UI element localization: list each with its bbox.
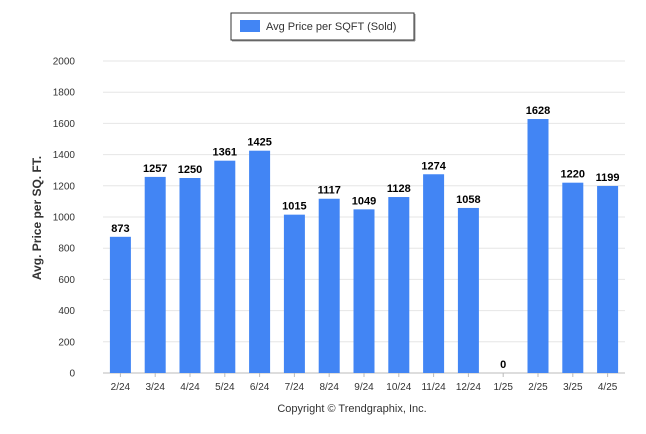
data-label: 1250 [178, 164, 202, 176]
data-label: 0 [500, 359, 506, 371]
bar [423, 174, 445, 373]
x-tick-label: 8/24 [319, 382, 339, 393]
x-tick-label: 3/25 [563, 382, 583, 393]
y-tick-label: 400 [58, 306, 75, 317]
data-label: 1425 [247, 137, 271, 149]
x-tick-label: 11/24 [421, 382, 446, 393]
y-axis-ticks: 0 200 400 600 800 1000 1200 1400 1600 1800 2000 [53, 57, 76, 380]
y-tick-label: 800 [58, 244, 75, 255]
data-label: 1128 [387, 183, 411, 195]
data-label: 1049 [352, 195, 376, 207]
x-tick-label: 9/24 [354, 382, 374, 393]
x-tick-label: 3/24 [145, 382, 165, 393]
x-tick-label: 1/25 [493, 382, 513, 393]
bar [527, 119, 549, 373]
y-tick-label: 1200 [53, 181, 76, 192]
y-tick-label: 2000 [53, 57, 76, 68]
x-axis-ticks: 2/24 3/24 4/24 5/24 6/24 7/24 8/24 9/24 10/24 11/… [111, 373, 618, 393]
y-axis-label: Avg. Price per SQ. FT. [30, 156, 44, 280]
bar [457, 207, 479, 373]
data-labels: 873 1257 1250 1361 1425 1015 1117 1049 1128 1274 1… [111, 105, 619, 371]
data-label: 1257 [143, 163, 167, 175]
bar [144, 176, 166, 373]
legend-swatch [240, 20, 260, 32]
data-label: 1628 [526, 105, 550, 117]
legend: Avg Price per SQFT (Sold) [230, 12, 416, 42]
x-tick-label: 2/24 [111, 382, 131, 393]
legend-box [230, 12, 415, 41]
y-tick-label: 0 [69, 369, 75, 380]
bar [597, 185, 619, 373]
x-tick-label: 2/25 [528, 382, 548, 393]
data-label: 1117 [318, 185, 341, 197]
y-tick-label: 1400 [53, 150, 76, 161]
data-label: 1274 [421, 160, 446, 172]
y-tick-label: 1600 [53, 119, 76, 130]
x-tick-label: 6/24 [250, 382, 270, 393]
data-label: 1058 [456, 194, 480, 206]
x-tick-label: 12/24 [456, 382, 481, 393]
legend-label: Avg Price per SQFT (Sold) [266, 21, 396, 33]
data-label: 873 [111, 223, 129, 235]
x-tick-label: 4/25 [598, 382, 618, 393]
data-label: 1199 [596, 172, 620, 184]
bar [249, 150, 271, 373]
y-tick-label: 1000 [53, 213, 76, 224]
bar [179, 178, 201, 373]
copyright-footer: Copyright © Trendgraphix, Inc. [277, 403, 426, 415]
bar [214, 160, 236, 373]
bars [109, 119, 619, 373]
x-tick-label: 7/24 [285, 382, 305, 393]
y-tick-label: 1800 [53, 88, 76, 99]
bar [109, 236, 131, 373]
bar [318, 198, 340, 373]
x-tick-label: 10/24 [386, 382, 411, 393]
y-tick-label: 600 [58, 275, 75, 286]
x-tick-label: 5/24 [215, 382, 235, 393]
y-tick-label: 200 [58, 337, 75, 348]
bar [283, 214, 305, 373]
data-label: 1361 [213, 147, 237, 159]
bar [562, 182, 584, 373]
bar [388, 197, 410, 373]
bar [353, 209, 375, 373]
data-label: 1015 [282, 201, 306, 213]
x-tick-label: 4/24 [180, 382, 200, 393]
data-label: 1220 [561, 169, 585, 181]
